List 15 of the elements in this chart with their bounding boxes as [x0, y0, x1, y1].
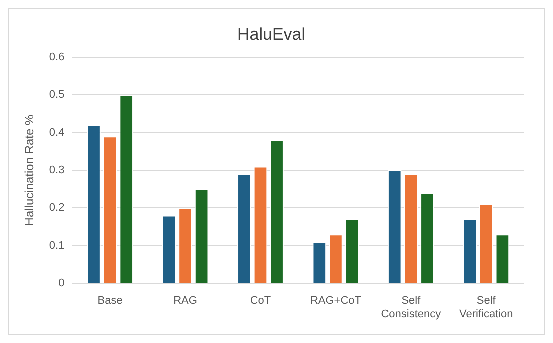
x-tick-label: Base [98, 295, 123, 308]
x-tick-label: Self Verification [459, 295, 514, 320]
chart-title: HaluEval [237, 24, 306, 44]
y-axis-title: Hallucination Rate % [22, 114, 37, 226]
x-tick-label: RAG [174, 295, 198, 308]
y-tick-label: 0.1 [49, 240, 65, 252]
y-tick-label: 0.4 [49, 126, 65, 139]
y-tick-label: 0.6 [49, 51, 65, 64]
x-tick-label: CoT [250, 295, 272, 308]
y-tick-label: 0.3 [49, 164, 65, 177]
x-tick-label: Self Consistency [381, 295, 442, 320]
x-tick-label: RAG+CoT [310, 295, 362, 308]
y-tick-label: 0 [58, 278, 65, 290]
y-tick-label: 0.2 [49, 202, 65, 214]
y-tick-label: 0.5 [49, 89, 65, 102]
